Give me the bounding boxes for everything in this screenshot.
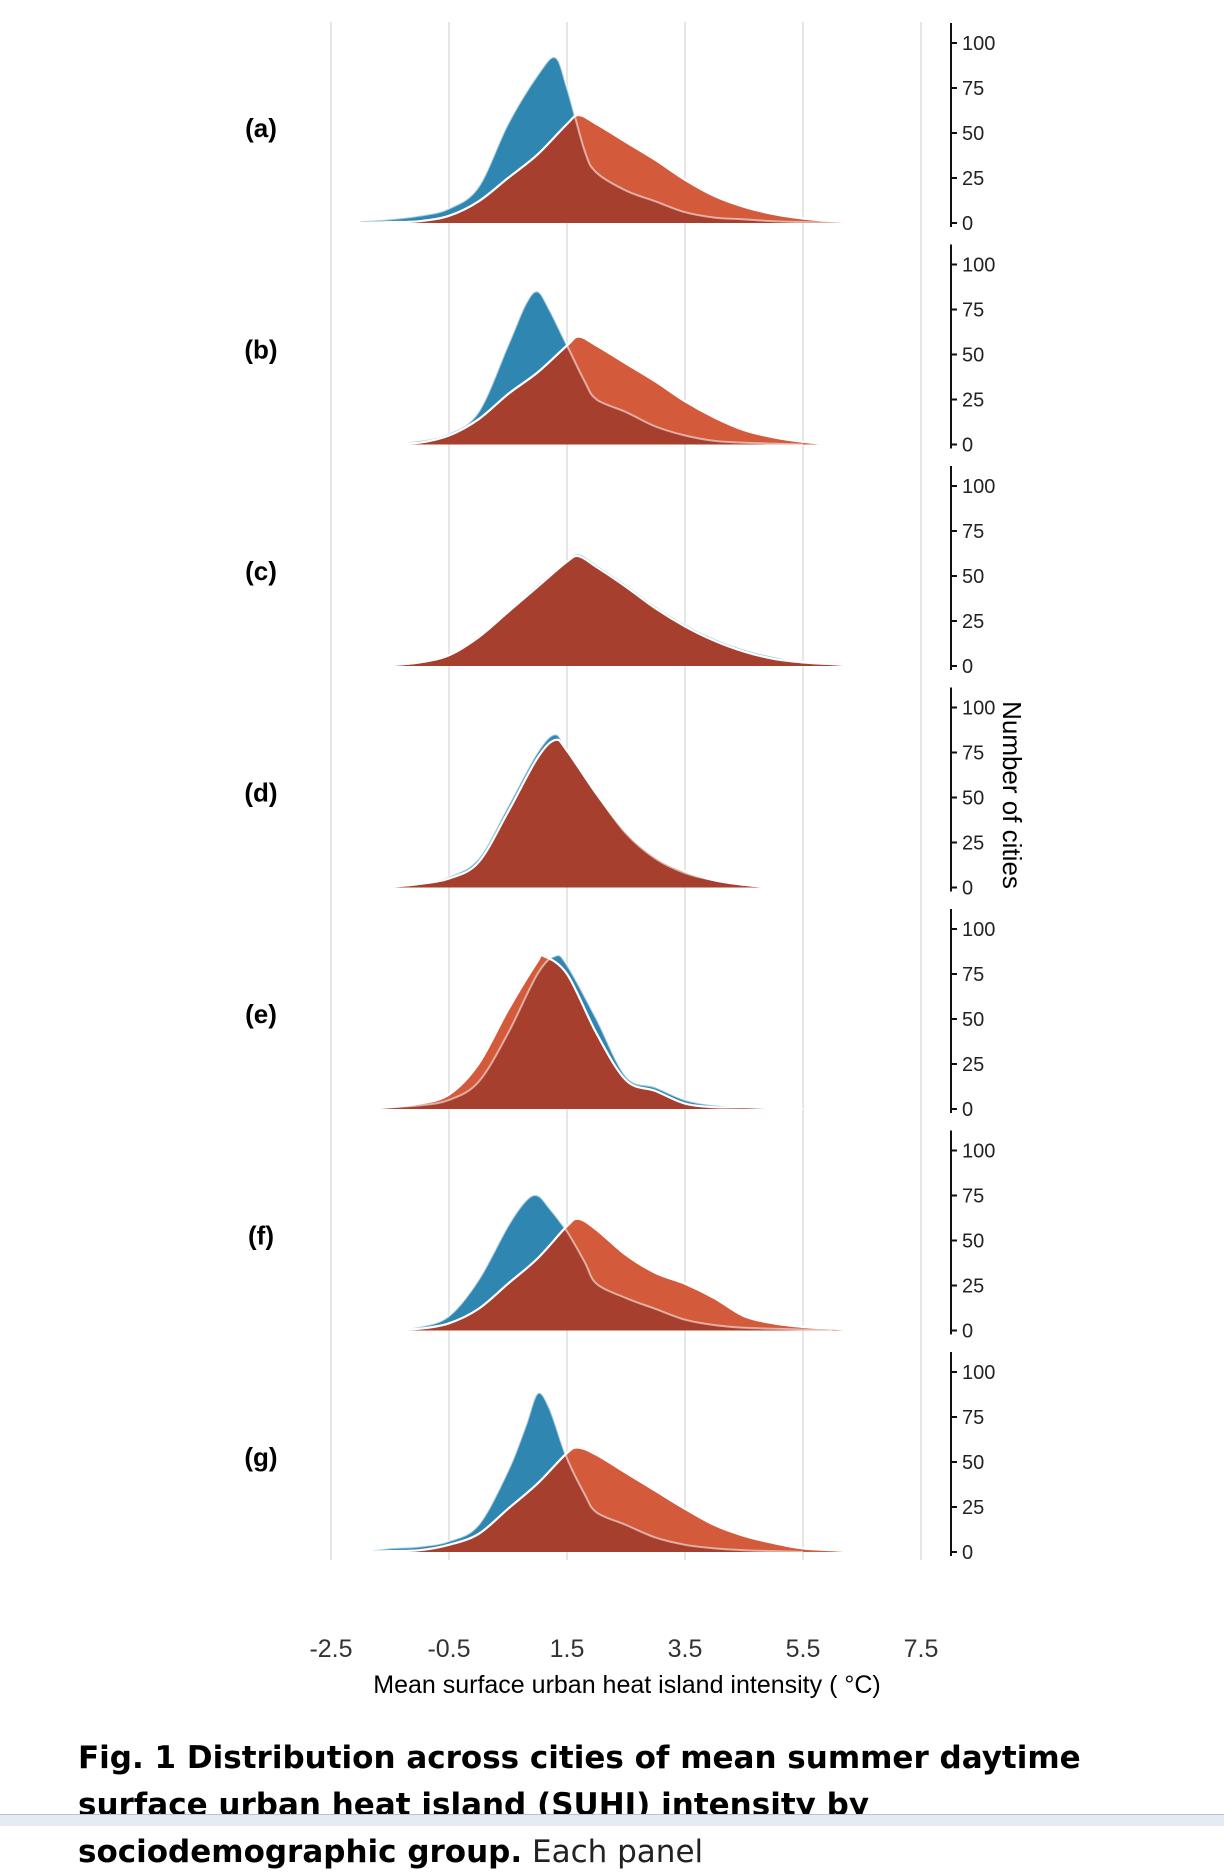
panels: (a)0255075100(b)0255075100(c)0255075100(… bbox=[244, 23, 995, 1564]
y-tick-label: 25 bbox=[962, 1054, 984, 1076]
y-axis-5: 0 25 50 75 100 bbox=[950, 1130, 995, 1343]
density-area-series-1 bbox=[360, 115, 862, 223]
density-outline-series-0 bbox=[360, 954, 804, 1110]
x-tick-label: 3.5 bbox=[668, 1635, 703, 1663]
y-tick-label: 100 bbox=[962, 1362, 995, 1384]
x-tick-label: 7.5 bbox=[904, 1635, 939, 1663]
density-overlap bbox=[360, 555, 862, 666]
y-tick-label: 50 bbox=[962, 1009, 984, 1031]
density-overlap bbox=[360, 955, 803, 1109]
panel-1: (b) 0 25 50 75 100 bbox=[244, 244, 995, 457]
panel-label: (c) bbox=[245, 556, 277, 586]
density-outline-series-1 bbox=[360, 554, 863, 668]
figure-caption: Fig. 1 Distribution across cities of mea… bbox=[78, 1735, 1198, 1876]
y-tick-label: 100 bbox=[962, 476, 995, 498]
y-tick-label: 25 bbox=[962, 168, 984, 190]
y-axis-label: Number of cities bbox=[997, 701, 1027, 889]
density-overlap bbox=[360, 739, 774, 888]
y-tick-label: 75 bbox=[962, 964, 984, 986]
y-axis-4: 0 25 50 75 100 bbox=[950, 909, 995, 1121]
y-tick-label: 0 bbox=[962, 1099, 973, 1121]
y-tick-label: 0 bbox=[962, 1321, 973, 1343]
density-outline-series-1 bbox=[360, 1217, 863, 1332]
y-axis-0: 0 25 50 75 100 bbox=[950, 23, 995, 235]
y-tick-label: 100 bbox=[962, 255, 995, 277]
panel-label: (a) bbox=[245, 113, 277, 143]
y-tick-label: 100 bbox=[962, 698, 995, 720]
y-tick-label: 25 bbox=[962, 833, 984, 855]
y-tick-label: 75 bbox=[962, 521, 984, 543]
density-outline-series-1 bbox=[360, 113, 863, 225]
caption-regular: Each panel bbox=[532, 1834, 704, 1870]
x-tick-label: 5.5 bbox=[786, 1635, 821, 1663]
y-tick-label: 50 bbox=[962, 1452, 984, 1474]
panel-2: (c) 0 25 50 75 100 bbox=[245, 466, 995, 678]
panel-label: (g) bbox=[244, 1442, 277, 1472]
y-tick-label: 50 bbox=[962, 123, 984, 145]
y-tick-label: 50 bbox=[962, 788, 984, 810]
panel-4: (e) 0 25 50 75 100 bbox=[245, 909, 995, 1121]
y-tick-label: 75 bbox=[962, 300, 984, 322]
y-tick-label: 0 bbox=[962, 656, 973, 678]
y-tick-label: 100 bbox=[962, 33, 995, 55]
y-tick-label: 75 bbox=[962, 1186, 984, 1208]
y-tick-label: 75 bbox=[962, 743, 984, 765]
y-tick-label: 75 bbox=[962, 1407, 984, 1429]
y-tick-label: 0 bbox=[962, 1542, 973, 1564]
y-axis-2: 0 25 50 75 100 bbox=[950, 466, 995, 678]
panel-label: (b) bbox=[244, 335, 277, 365]
x-tick-label: 1.5 bbox=[550, 1635, 585, 1663]
density-area-series-0 bbox=[360, 1195, 833, 1331]
y-axis-3: 0 25 50 75 100 bbox=[950, 687, 995, 900]
density-outline-series-1 bbox=[360, 1446, 863, 1554]
window-bottom-edge bbox=[0, 1814, 1224, 1826]
y-axis-6: 0 25 50 75 100 bbox=[950, 1352, 995, 1564]
y-tick-label: 25 bbox=[962, 1497, 984, 1519]
panel-label: (f) bbox=[248, 1221, 274, 1251]
panel-0: (a) 0 25 50 75 100 bbox=[245, 23, 995, 235]
density-outline-series-1 bbox=[360, 953, 804, 1111]
density-outline-series-0 bbox=[360, 1391, 804, 1553]
y-tick-label: 25 bbox=[962, 611, 984, 633]
x-axis-label: Mean surface urban heat island intensity… bbox=[373, 1671, 880, 1699]
density-area-series-1 bbox=[360, 1218, 862, 1331]
y-tick-label: 25 bbox=[962, 1276, 984, 1298]
panel-label: (d) bbox=[244, 778, 277, 808]
y-tick-label: 50 bbox=[962, 566, 984, 588]
y-tick-label: 100 bbox=[962, 919, 995, 941]
panel-3: (d) 0 25 50 75 100 bbox=[244, 687, 995, 900]
x-tick-label: -0.5 bbox=[427, 1635, 470, 1663]
density-area-series-0 bbox=[360, 57, 862, 224]
panel-5: (f) 0 25 50 75 100 bbox=[248, 1130, 995, 1343]
density-outline-series-0 bbox=[360, 56, 863, 224]
density-area-series-1 bbox=[360, 1447, 862, 1552]
density-outline-series-0 bbox=[360, 1194, 833, 1332]
x-axis-ticks: -2.5 -0.5 1.5 3.5 5.5 7.5 bbox=[309, 1635, 938, 1663]
density-outline-series-1 bbox=[360, 738, 774, 889]
panel-label: (e) bbox=[245, 999, 277, 1029]
y-tick-label: 0 bbox=[962, 878, 973, 900]
ridgeline-chart: (a)0255075100(b)0255075100(c)0255075100(… bbox=[244, 22, 1027, 1699]
density-outline-series-1 bbox=[360, 335, 833, 446]
y-tick-label: 100 bbox=[962, 1141, 995, 1163]
y-tick-label: 0 bbox=[962, 435, 973, 457]
y-tick-label: 75 bbox=[962, 78, 984, 100]
y-tick-label: 0 bbox=[962, 213, 973, 235]
x-tick-label: -2.5 bbox=[309, 1635, 352, 1663]
y-tick-label: 50 bbox=[962, 1231, 984, 1253]
panel-6: (g) 0 25 50 75 100 bbox=[244, 1352, 995, 1564]
y-tick-label: 25 bbox=[962, 390, 984, 412]
y-axis-1: 0 25 50 75 100 bbox=[950, 244, 995, 457]
y-tick-label: 50 bbox=[962, 345, 984, 367]
